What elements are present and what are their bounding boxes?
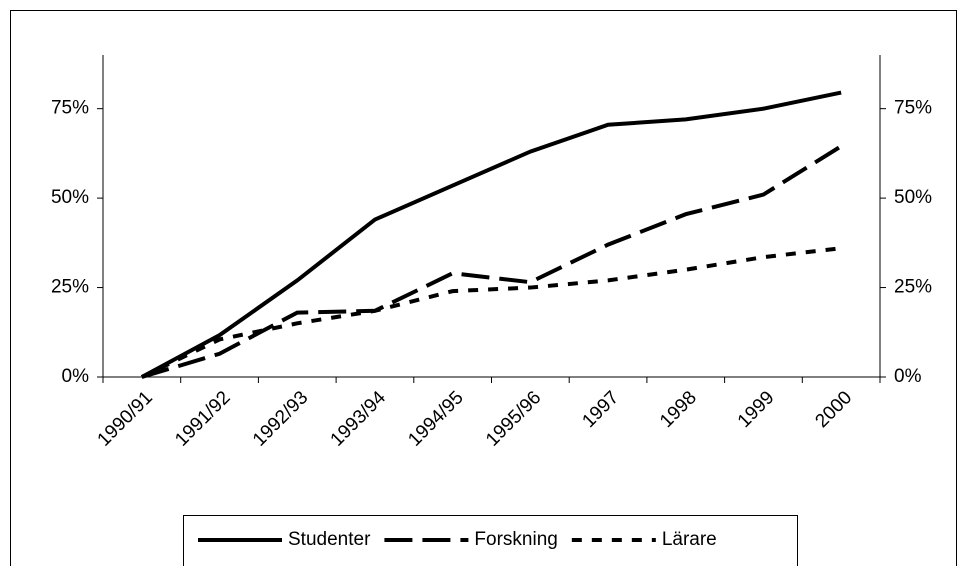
x-tick-label: 2000 [811, 387, 856, 432]
y2-tick-label: 75% [894, 98, 932, 119]
y2-tick-label: 0% [894, 366, 922, 387]
legend-box [183, 515, 798, 566]
legend-label: Lärare [662, 529, 717, 550]
series-line [140, 90, 842, 379]
series-line [140, 246, 842, 379]
x-tick-label: 1998 [656, 387, 701, 432]
y2-tick-label: 50% [894, 187, 932, 208]
x-tick-label: 1993/94 [327, 387, 391, 451]
x-tick-label: 1992/93 [249, 387, 312, 450]
legend-label: Studenter [288, 529, 371, 550]
x-tick-label: 1990/91 [94, 387, 157, 450]
legend: Studenter Forskning Lärare [183, 515, 798, 566]
x-tick-label: 1994/95 [404, 387, 467, 450]
chart-border [10, 10, 957, 566]
y-tick-label: 25% [51, 277, 89, 298]
x-tick-label: 1999 [734, 387, 779, 432]
x-tick-label: 1991/92 [171, 387, 234, 450]
y-tick-label: 50% [51, 187, 89, 208]
y-tick-label: 75% [51, 98, 89, 119]
x-tick-label: 1997 [578, 387, 623, 432]
y2-tick-label: 25% [894, 277, 932, 298]
x-tick-label: 1995/96 [482, 387, 545, 450]
legend-label: Forskning [474, 529, 557, 550]
y-tick-label: 0% [62, 366, 90, 387]
